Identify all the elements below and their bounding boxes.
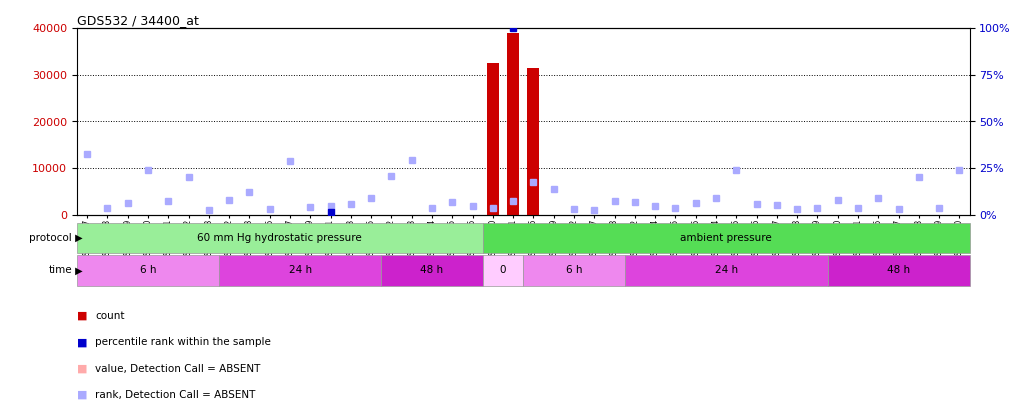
Text: ■: ■ [77, 364, 87, 373]
Text: count: count [95, 311, 125, 321]
Text: value, Detection Call = ABSENT: value, Detection Call = ABSENT [95, 364, 261, 373]
Text: GDS532 / 34400_at: GDS532 / 34400_at [77, 14, 199, 27]
Bar [482, 255, 523, 286]
Text: 6 h: 6 h [140, 265, 156, 275]
Bar [482, 223, 970, 253]
Text: time: time [48, 265, 72, 275]
Bar [486, 63, 499, 215]
Text: 24 h: 24 h [288, 265, 312, 275]
Bar [219, 255, 382, 286]
Text: 48 h: 48 h [421, 265, 443, 275]
Text: 6 h: 6 h [565, 265, 582, 275]
Text: rank, Detection Call = ABSENT: rank, Detection Call = ABSENT [95, 390, 255, 400]
Text: ▶: ▶ [72, 233, 82, 243]
Text: 0: 0 [500, 265, 506, 275]
Bar [77, 255, 219, 286]
Bar [523, 255, 625, 286]
Bar [507, 33, 519, 215]
Text: ▶: ▶ [72, 265, 82, 275]
Text: 24 h: 24 h [714, 265, 738, 275]
Text: 60 mm Hg hydrostatic pressure: 60 mm Hg hydrostatic pressure [197, 233, 362, 243]
Text: ■: ■ [77, 337, 87, 347]
Bar [828, 255, 970, 286]
Text: ambient pressure: ambient pressure [680, 233, 772, 243]
Text: ■: ■ [77, 390, 87, 400]
Text: 48 h: 48 h [887, 265, 910, 275]
Text: ■: ■ [77, 311, 87, 321]
Text: percentile rank within the sample: percentile rank within the sample [95, 337, 271, 347]
Bar [625, 255, 828, 286]
Bar [527, 68, 540, 215]
Bar [382, 255, 482, 286]
Text: protocol: protocol [29, 233, 72, 243]
Bar [77, 223, 482, 253]
